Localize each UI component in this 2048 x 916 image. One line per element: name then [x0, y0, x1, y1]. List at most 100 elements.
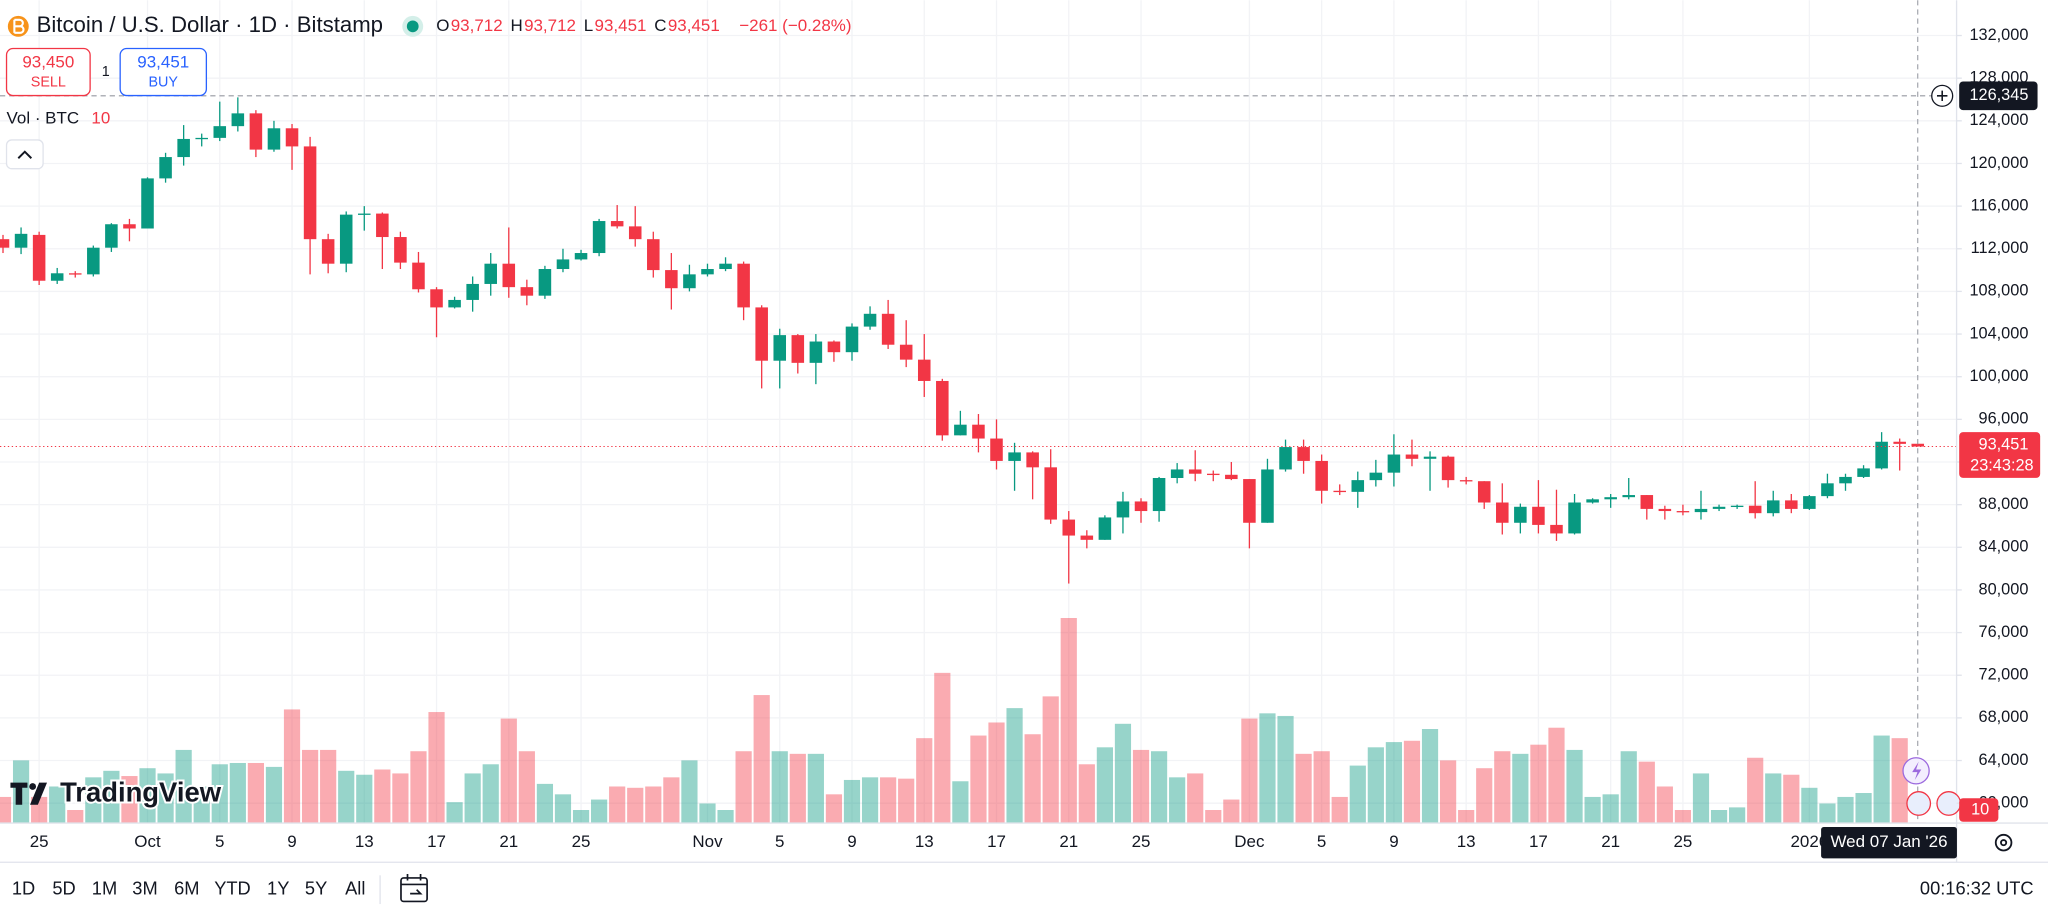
x-tick-label: 25 [30, 832, 49, 851]
market-status[interactable] [406, 20, 419, 33]
price-pane [0, 97, 1925, 584]
volume-bar [157, 773, 174, 824]
candle-body [881, 313, 895, 345]
candle-body [1297, 447, 1310, 461]
candle-body [1225, 474, 1238, 480]
price-change: −261 (−0.28%) [739, 16, 851, 35]
y-tick-label: 132,000 [1969, 26, 2028, 44]
date-range-button[interactable] [400, 873, 428, 903]
event-flag[interactable] [1906, 791, 1932, 816]
candle-body [376, 213, 389, 238]
x-tick-label: 21 [1059, 832, 1078, 851]
volume-bar [464, 773, 481, 824]
volume-bar [374, 769, 391, 824]
volume-bar [1313, 751, 1330, 824]
last-price-label: 93,451 [1979, 436, 2029, 454]
volume-bar [1096, 747, 1113, 824]
y-tick-label: 68,000 [1979, 708, 2029, 726]
candle-body [1152, 477, 1166, 512]
y-tick-label: 100,000 [1969, 367, 2028, 385]
volume-bar [500, 718, 517, 824]
x-tick-label: Dec [1234, 832, 1265, 851]
range-button[interactable]: 1Y [267, 878, 289, 899]
candle-body [1062, 519, 1076, 536]
x-tick-label: 25 [1132, 832, 1151, 851]
range-button[interactable]: YTD [214, 878, 251, 899]
volume-bar [1241, 718, 1258, 824]
symbol-title[interactable]: Bitcoin / U.S. Dollar · 1D · Bitstamp [37, 12, 383, 37]
volume-bar [880, 777, 897, 824]
y-tick-label: 88,000 [1979, 495, 2029, 513]
range-button[interactable]: 3M [132, 878, 157, 899]
volume-bar [1548, 727, 1565, 824]
range-button[interactable]: 1D [12, 878, 35, 899]
settings-icon[interactable] [1994, 833, 2013, 852]
calendar-icon [400, 877, 428, 903]
volume-bar [1223, 799, 1240, 824]
volume-bar [1729, 807, 1746, 824]
volume-bar [536, 783, 554, 824]
candle-body [556, 259, 570, 270]
volume-bar [247, 762, 264, 824]
volume-bar [970, 735, 987, 824]
ohlc-key: C [654, 16, 666, 35]
candle-body [1730, 505, 1744, 508]
clock: 00:16:32 UTC [1920, 878, 2034, 899]
volume-bar [320, 749, 337, 824]
x-tick-label: Nov [692, 832, 723, 851]
volume-bar [843, 779, 861, 824]
candle-body [628, 226, 642, 240]
range-button[interactable]: All [345, 878, 365, 899]
settings-icon-core [2000, 839, 2008, 847]
volume-bar [1656, 786, 1673, 824]
volume-bar [1566, 749, 1583, 824]
volume-bar [1855, 793, 1872, 824]
candle-body [1387, 454, 1401, 473]
candle-body [1351, 480, 1365, 492]
volume-value: 10 [91, 109, 110, 128]
volume-bar [735, 751, 752, 824]
buy-button[interactable] [119, 47, 208, 97]
volume-bar [265, 766, 283, 824]
ohlc-key: L [584, 16, 593, 35]
y-tick-label: 104,000 [1969, 324, 2028, 342]
candle-body [231, 113, 245, 127]
candle-body [1188, 469, 1202, 474]
x-tick-label: 13 [355, 832, 374, 851]
candle-body [809, 341, 823, 363]
collapse-button[interactable] [5, 139, 44, 170]
volume-bar [753, 695, 770, 824]
volume-bar [0, 796, 12, 824]
volume-bar [663, 777, 680, 824]
volume-bar [1205, 810, 1222, 824]
candle-body [1459, 480, 1473, 482]
candle-body [1477, 481, 1491, 503]
candle-body [1766, 500, 1780, 514]
range-button[interactable]: 5Y [305, 878, 327, 899]
candle-body [1315, 460, 1328, 491]
range-button[interactable]: 1M [92, 878, 117, 899]
volume-bar [283, 709, 301, 824]
volume-bar [1819, 803, 1836, 824]
volume-bar [898, 778, 915, 824]
volume-bar [1078, 764, 1095, 824]
candle-body [1243, 479, 1256, 523]
volume-bar [609, 786, 626, 824]
range-button[interactable]: 5D [52, 878, 75, 899]
volume-bar [771, 751, 788, 824]
candle-body [1532, 506, 1545, 525]
volume-bar [175, 749, 192, 824]
candle-body [1694, 508, 1708, 513]
candle-body [1134, 501, 1148, 512]
candle-body [339, 214, 353, 264]
candle-body [1441, 456, 1455, 481]
volume-bar [1169, 777, 1186, 824]
range-button[interactable]: 6M [174, 878, 199, 899]
candle-body [50, 273, 64, 281]
candle-body [1550, 524, 1563, 534]
candle-body [592, 221, 606, 254]
volume-bar [1584, 796, 1601, 824]
sell-button[interactable] [5, 47, 91, 97]
candle-body [1658, 508, 1672, 512]
candle-body [647, 239, 660, 271]
